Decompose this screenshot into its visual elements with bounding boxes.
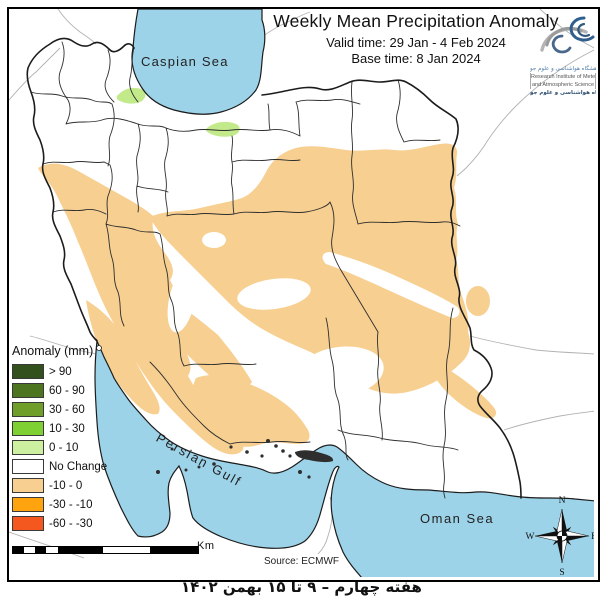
- logo-line-en1: Research Institute of Meteorology: [530, 73, 596, 81]
- no-change-holes: [167, 232, 460, 398]
- legend-label: 10 - 30: [49, 422, 85, 435]
- source-label: Source: ECMWF: [264, 556, 340, 567]
- compass-label-east: E: [591, 532, 597, 542]
- legend-item: No Change: [12, 457, 132, 476]
- legend-swatch: [12, 516, 44, 531]
- legend-label: 60 - 90: [49, 384, 85, 397]
- legend-item: 30 - 60: [12, 400, 132, 419]
- legend-item: -60 - -30: [12, 514, 132, 533]
- legend-label: 0 - 10: [49, 441, 79, 454]
- base-time: Base time: 8 Jan 2024: [351, 51, 481, 66]
- logo-line-en2: and Atmospheric Science: [530, 81, 596, 89]
- legend-item: 10 - 30: [12, 419, 132, 438]
- legend-label: 30 - 60: [49, 403, 85, 416]
- legend-item: -30 - -10: [12, 495, 132, 514]
- compass-label-south: S: [559, 568, 564, 578]
- legend-swatch: [12, 364, 44, 379]
- persian-gulf-oman-sea-shape: [94, 338, 594, 577]
- compass-label-west: W: [526, 532, 535, 542]
- legend-item: 0 - 10: [12, 438, 132, 457]
- oman-sea-label: Oman Sea: [420, 511, 495, 526]
- legend-item: 60 - 90: [12, 381, 132, 400]
- page-title: Weekly Mean Precipitation Anomaly: [273, 11, 559, 31]
- persian-caption: هفته چهارم – ۹ تا ۱۵ بهمن ۱۴۰۲: [181, 578, 422, 596]
- legend-label: -60 - -30: [49, 517, 93, 530]
- compass-label-north: N: [559, 496, 566, 506]
- anomaly-region-0-10: [116, 87, 240, 137]
- legend-title: Anomaly (mm): [12, 344, 94, 358]
- logo-line-fa: پژوهشگاه هواشناسی و علوم جو: [530, 66, 596, 72]
- anomaly-legend: Anomaly (mm) > 90 60 - 90 30 - 60 10 - 3…: [12, 344, 132, 533]
- valid-time: Valid time: 29 Jan - 4 Feb 2024: [326, 35, 506, 50]
- institute-logo-text: پژوهشگاه هواشناسی و علوم جو Research Ins…: [530, 65, 596, 97]
- legend-swatch: [12, 402, 44, 417]
- map-header: Weekly Mean Precipitation Anomaly Valid …: [248, 11, 584, 66]
- gulf-islands: [156, 439, 334, 479]
- legend-swatch: [12, 440, 44, 455]
- legend-label: -10 - 0: [49, 479, 83, 492]
- institute-logo: پژوهشگاه هواشناسی و علوم جو Research Ins…: [530, 12, 598, 97]
- scale-unit-label: Km: [197, 540, 215, 552]
- legend-label: -30 - -10: [49, 498, 93, 511]
- legend-swatch: [12, 421, 44, 436]
- caspian-sea-shape: [131, 9, 266, 115]
- legend-swatch: [12, 497, 44, 512]
- legend-item: -10 - 0: [12, 476, 132, 495]
- logo-line-fa2: پژوهشگاه هواشناسی و علوم جو: [530, 90, 596, 96]
- legend-swatch: [12, 383, 44, 398]
- province-boundaries: [30, 41, 461, 499]
- legend-swatch: [12, 478, 44, 493]
- legend-item: > 90: [12, 362, 132, 381]
- iran-border: [26, 37, 522, 499]
- legend-label: > 90: [49, 365, 72, 378]
- scale-bar: [12, 546, 199, 554]
- legend-label: No Change: [49, 460, 108, 473]
- meteorology-logo-icon: [540, 16, 595, 54]
- khor-musa-island: [96, 345, 102, 351]
- compass-rose: [534, 508, 590, 564]
- caspian-sea-label: Caspian Sea: [141, 54, 229, 69]
- legend-swatch: [12, 459, 44, 474]
